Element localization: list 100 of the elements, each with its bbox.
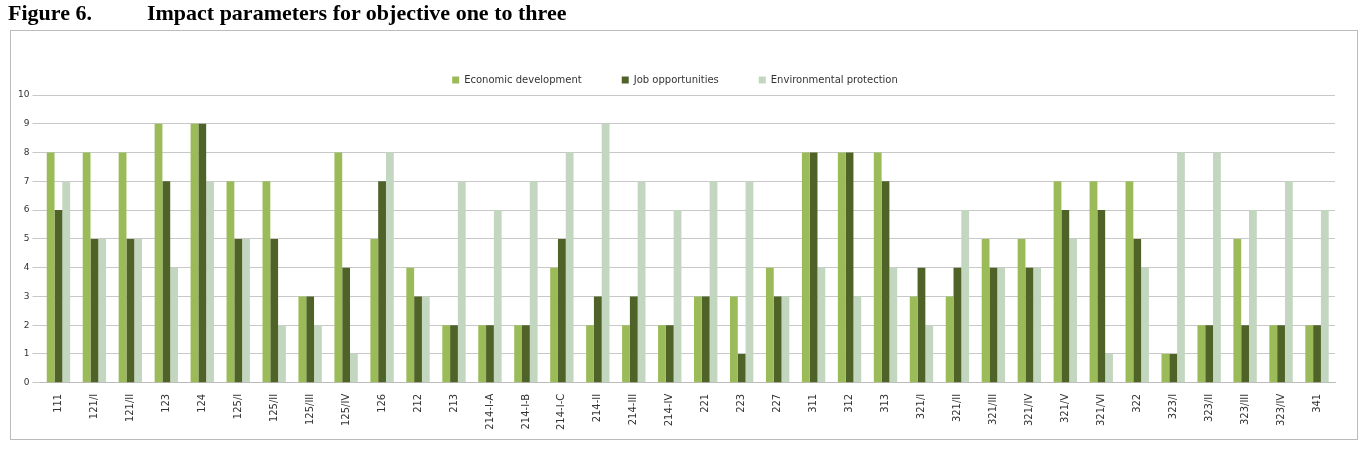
bar <box>1241 325 1249 383</box>
bar <box>817 267 826 383</box>
y-tick-label: 3 <box>23 290 30 301</box>
bar <box>457 181 466 383</box>
bar <box>1125 181 1134 383</box>
x-tick-label: 322 <box>1130 393 1142 413</box>
bar <box>118 152 127 383</box>
y-tick-label: 7 <box>23 175 30 186</box>
bar <box>1277 325 1285 383</box>
y-tick-label: 0 <box>23 377 30 388</box>
x-tick-label: 323/III <box>1238 393 1250 426</box>
x-tick-label: 312 <box>843 393 855 413</box>
bar <box>1161 353 1170 383</box>
bar <box>170 267 178 383</box>
bar <box>989 267 998 383</box>
x-tick-label: 212 <box>411 393 423 413</box>
bar <box>529 181 538 383</box>
bar <box>478 325 487 383</box>
bar <box>1025 267 1034 383</box>
bar <box>62 181 71 383</box>
x-tick-label: 123 <box>159 393 171 413</box>
bar <box>729 296 738 383</box>
bar <box>1061 210 1070 383</box>
bar <box>557 238 566 383</box>
bar <box>54 210 63 383</box>
bar <box>694 296 702 383</box>
x-tick-label: 121/I <box>87 393 99 420</box>
x-tick-label: 313 <box>879 393 891 413</box>
x-tick-label: 221 <box>699 393 711 413</box>
x-tick-label: 124 <box>195 393 207 413</box>
bar <box>493 210 502 383</box>
bar <box>745 181 754 383</box>
bar <box>629 296 638 383</box>
x-tick-label: 341 <box>1310 393 1322 413</box>
bar <box>1069 238 1077 383</box>
bar <box>586 325 594 383</box>
bar <box>601 123 610 383</box>
x-tick-label: 321/VI <box>1094 393 1106 427</box>
y-tick-label: 5 <box>23 233 30 244</box>
bar <box>781 296 790 383</box>
bar <box>134 238 143 383</box>
bar <box>1249 210 1257 383</box>
legend-label: Economic development <box>464 73 582 85</box>
x-tick-label: 125/IV <box>339 393 351 427</box>
x-tick-label: 121/II <box>123 393 135 423</box>
bar <box>522 325 530 383</box>
bar <box>314 325 322 383</box>
bar <box>1097 210 1106 383</box>
x-tick-label: 321/I <box>915 393 927 420</box>
bar <box>514 325 523 383</box>
bar <box>270 238 279 383</box>
x-tick-label: 321/IV <box>1022 393 1034 427</box>
bar <box>1017 238 1026 383</box>
bar <box>306 296 315 383</box>
bar <box>837 152 846 383</box>
x-tick-label: 227 <box>771 393 783 413</box>
x-tick-label: 323/IV <box>1274 393 1286 427</box>
bar <box>298 296 307 383</box>
x-tick-label: 111 <box>52 393 64 413</box>
x-tick-label: 125/I <box>231 393 243 420</box>
bar <box>853 296 862 383</box>
bar <box>198 123 207 383</box>
bar <box>925 325 934 383</box>
bar <box>1269 325 1278 383</box>
bar <box>658 325 666 383</box>
bar <box>190 123 199 383</box>
bar <box>1177 152 1185 383</box>
bar <box>414 296 422 383</box>
bar <box>1284 181 1293 383</box>
bar <box>334 152 343 383</box>
bar <box>765 267 774 383</box>
y-tick-label: 6 <box>23 204 30 215</box>
bar <box>701 296 710 383</box>
bar <box>665 325 674 383</box>
y-tick-label: 2 <box>23 319 30 330</box>
bar <box>378 181 386 383</box>
bar <box>737 353 746 383</box>
bar <box>961 210 970 383</box>
x-tick-label: 214-I-A <box>483 393 495 430</box>
bar <box>421 296 430 383</box>
legend-label: Environmental protection <box>770 73 898 85</box>
y-tick-label: 8 <box>23 146 30 157</box>
bar <box>82 152 91 383</box>
bar <box>622 325 630 383</box>
bar <box>1233 238 1242 383</box>
bar <box>278 325 286 383</box>
bar <box>709 181 718 383</box>
y-tick-label: 4 <box>23 262 30 272</box>
bar <box>997 267 1006 383</box>
bar <box>450 325 458 383</box>
y-tick-label: 9 <box>23 118 30 129</box>
bar <box>1320 210 1329 383</box>
x-tick-label: 125/II <box>267 393 279 423</box>
bar <box>889 267 898 383</box>
x-tick-label: 214-I-B <box>519 393 531 430</box>
bar <box>565 152 574 383</box>
legend-label: Job opportunities <box>632 73 719 85</box>
bar <box>154 123 163 383</box>
bar <box>46 152 55 383</box>
y-tick-label: 10 <box>18 89 30 100</box>
